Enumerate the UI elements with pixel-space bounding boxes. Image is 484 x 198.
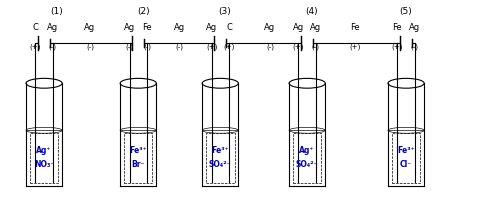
Text: (5): (5): [400, 7, 412, 16]
Text: Fe³⁺: Fe³⁺: [212, 146, 229, 155]
Text: NO₃⁻: NO₃⁻: [34, 160, 54, 169]
Text: (-): (-): [143, 44, 151, 50]
Text: Fe: Fe: [393, 23, 402, 32]
Text: (-): (-): [175, 44, 183, 50]
Text: Ag: Ag: [124, 23, 135, 32]
Text: (+): (+): [206, 44, 217, 50]
Bar: [206, 133, 235, 183]
Text: Ag: Ag: [409, 23, 420, 32]
Text: SO₄²⁻: SO₄²⁻: [209, 160, 232, 169]
Text: (+): (+): [350, 44, 361, 50]
Text: (+): (+): [30, 44, 41, 50]
Text: Ag: Ag: [264, 23, 275, 32]
Text: Ag: Ag: [206, 23, 217, 32]
Text: Cl⁻: Cl⁻: [400, 160, 412, 169]
Text: Fe³⁺: Fe³⁺: [129, 146, 147, 155]
Bar: [30, 133, 59, 183]
Text: Ag: Ag: [293, 23, 304, 32]
Text: Fe: Fe: [350, 23, 360, 32]
Text: SO₄²⁻: SO₄²⁻: [296, 160, 318, 169]
Text: (-): (-): [86, 44, 94, 50]
Text: Ag⁺: Ag⁺: [300, 146, 315, 155]
Text: (4): (4): [306, 7, 318, 16]
Text: Fe³⁺: Fe³⁺: [397, 146, 415, 155]
Text: (-): (-): [312, 44, 320, 50]
Text: Ag: Ag: [174, 23, 185, 32]
Text: Br⁻: Br⁻: [132, 160, 145, 169]
Text: (+): (+): [223, 44, 235, 50]
Text: Ag: Ag: [310, 23, 321, 32]
Bar: [392, 133, 420, 183]
Text: C: C: [226, 23, 232, 32]
Bar: [293, 133, 321, 183]
Text: (3): (3): [219, 7, 231, 16]
Text: (-): (-): [266, 44, 274, 50]
Text: Ag: Ag: [47, 23, 59, 32]
Bar: [124, 133, 152, 183]
Text: Fe: Fe: [142, 23, 152, 32]
Text: (1): (1): [50, 7, 62, 16]
Text: (+): (+): [293, 44, 304, 50]
Text: (2): (2): [137, 7, 150, 16]
Text: (+): (+): [392, 44, 403, 50]
Text: (-): (-): [49, 44, 57, 50]
Text: (-): (-): [125, 44, 134, 50]
Text: Ag: Ag: [84, 23, 95, 32]
Text: Ag⁺: Ag⁺: [36, 146, 52, 155]
Text: C: C: [32, 23, 38, 32]
Text: (-): (-): [411, 44, 419, 50]
